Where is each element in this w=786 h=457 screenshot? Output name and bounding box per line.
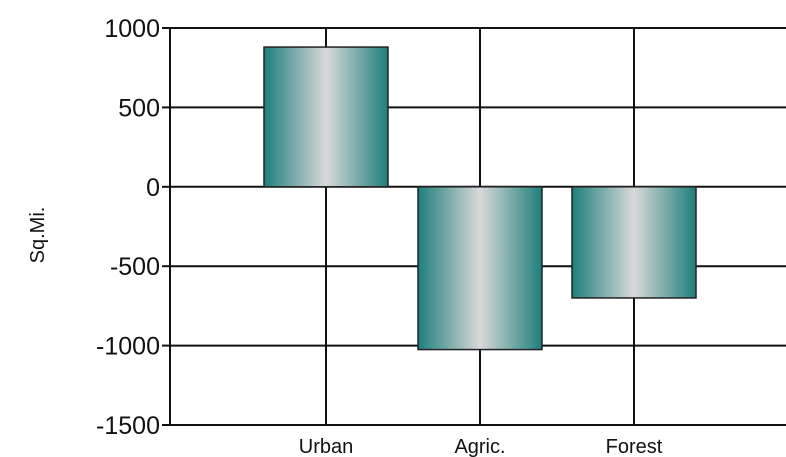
- y-tick-label: 1000: [104, 15, 160, 43]
- y-tick-label: 500: [118, 94, 160, 122]
- bars: [263, 46, 697, 351]
- y-tick-label: 0: [146, 174, 160, 202]
- axes: [162, 27, 171, 426]
- y-axis-ticks: 1000 500 0 -500 -1000 -1500: [96, 15, 160, 440]
- bar-urban: [263, 46, 389, 188]
- y-tick-label: -1000: [96, 333, 160, 361]
- x-category-label: Agric.: [454, 436, 505, 457]
- x-category-label: Urban: [299, 436, 353, 457]
- y-tick-label: -500: [110, 253, 160, 281]
- x-axis-categories: Urban Agric. Forest: [299, 436, 663, 457]
- x-category-label: Forest: [606, 436, 663, 457]
- y-axis-title: Sq.Mi.: [27, 207, 49, 264]
- bar-agric: [417, 186, 543, 351]
- bar-forest: [571, 186, 697, 299]
- y-tick-label: -1500: [96, 412, 160, 440]
